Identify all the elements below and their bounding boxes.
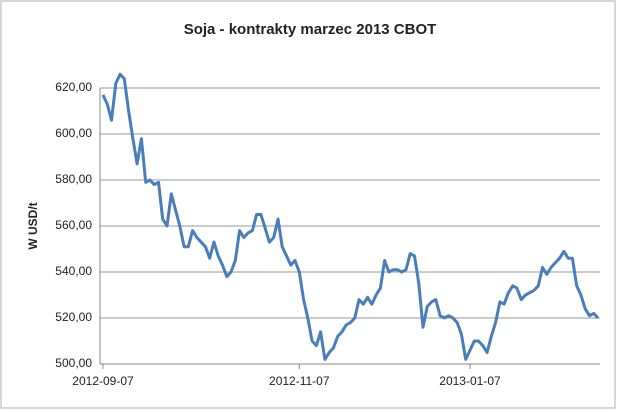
y-tick-label: 580,00 bbox=[55, 172, 92, 186]
x-tick-label: 2013-01-07 bbox=[439, 374, 501, 388]
x-tick-label: 2012-09-07 bbox=[72, 374, 134, 388]
y-tick-label: 540,00 bbox=[55, 264, 92, 278]
chart-title: Soja - kontrakty marzec 2013 CBOT bbox=[184, 21, 437, 38]
y-tick-label: 500,00 bbox=[55, 356, 92, 370]
data-line bbox=[101, 72, 600, 361]
y-tick-label: 600,00 bbox=[55, 126, 92, 140]
y-tick-label: 560,00 bbox=[55, 218, 92, 232]
y-axis-label: W USD/t bbox=[26, 202, 40, 249]
y-tick-label: 620,00 bbox=[55, 80, 92, 94]
y-tick-label: 520,00 bbox=[55, 310, 92, 324]
x-tick-label: 2012-11-07 bbox=[269, 374, 330, 388]
